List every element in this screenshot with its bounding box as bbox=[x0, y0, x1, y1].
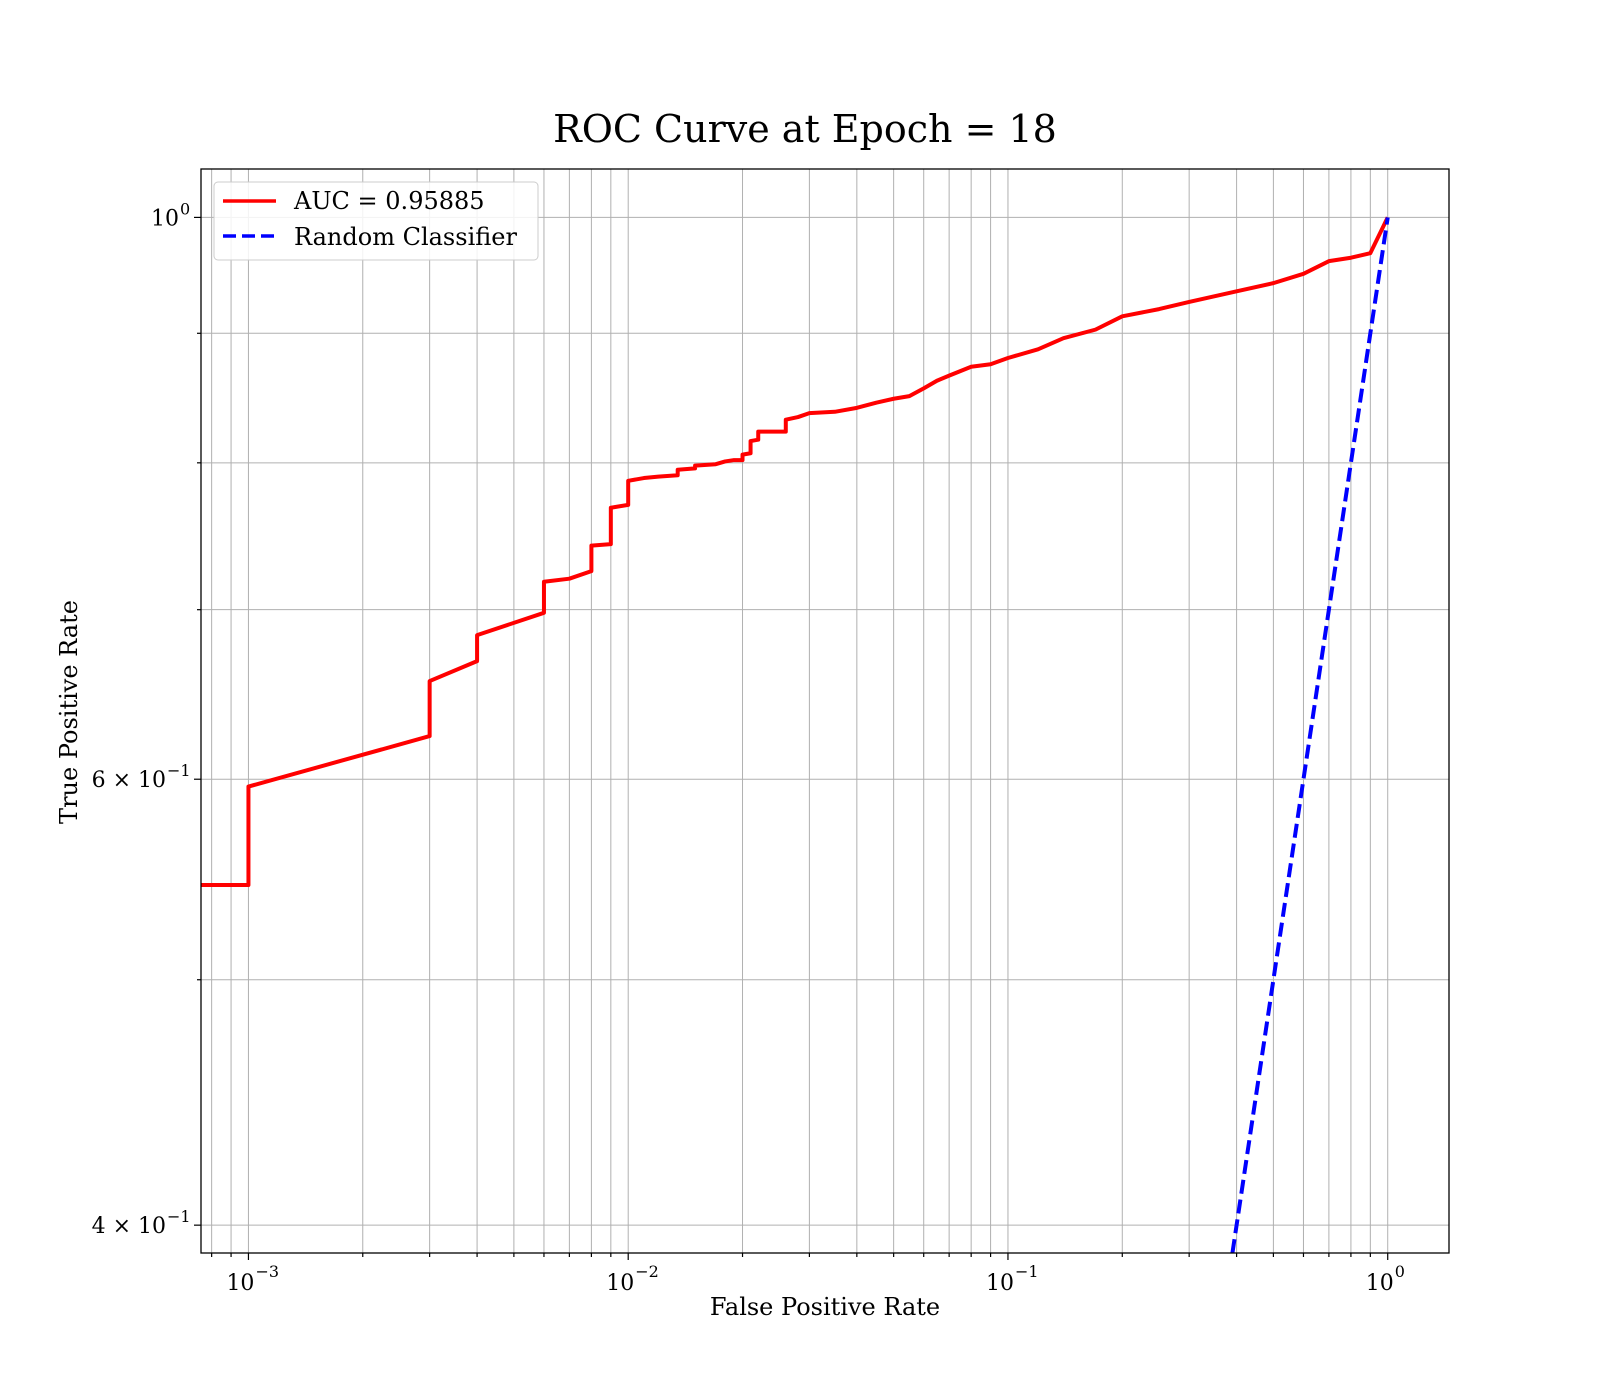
legend-label-random: Random Classifier bbox=[294, 223, 517, 251]
random-classifier-line bbox=[1230, 217, 1390, 1253]
series-layer bbox=[201, 216, 1390, 1253]
x-tick-exponent: −2 bbox=[635, 1262, 659, 1281]
grid-layer bbox=[201, 169, 1449, 1253]
legend: AUC = 0.95885 Random Classifier bbox=[213, 181, 539, 261]
y-tick-exponent: −1 bbox=[167, 1207, 191, 1226]
x-tick-label: 10 −3 bbox=[226, 1262, 279, 1296]
y-tick-label: 010 bbox=[151, 199, 190, 231]
x-tick-label: 10 0 bbox=[1366, 1262, 1405, 1296]
plot-frame bbox=[200, 168, 1450, 1254]
chart-title: ROC Curve at Epoch = 18 bbox=[553, 107, 1057, 151]
y-tick-exponent: −1 bbox=[167, 761, 191, 780]
y-tick-base: 6 × 10 bbox=[92, 768, 166, 793]
x-tick-base: 10 bbox=[226, 1271, 254, 1296]
x-tick-base: 10 bbox=[986, 1271, 1014, 1296]
x-tick-base: 10 bbox=[606, 1271, 634, 1296]
y-tick-label: −14 × 10 bbox=[92, 1207, 191, 1239]
y-axis-label: True Positive Rate bbox=[55, 600, 83, 824]
legend-label-auc: AUC = 0.95885 bbox=[293, 187, 485, 215]
x-tick-label: 10 −1 bbox=[986, 1262, 1039, 1296]
x-tick-label: 10 −2 bbox=[606, 1262, 659, 1296]
x-tick-base: 10 bbox=[1366, 1271, 1394, 1296]
x-tick-exponent: −1 bbox=[1015, 1262, 1039, 1281]
y-tick-exponent: 0 bbox=[180, 199, 190, 218]
x-axis-label: False Positive Rate bbox=[710, 1293, 940, 1321]
roc-curve-line bbox=[201, 216, 1390, 887]
x-tick-exponent: −3 bbox=[255, 1262, 279, 1281]
y-tick-base: 10 bbox=[151, 206, 179, 231]
legend-box bbox=[213, 181, 539, 261]
y-tick-label: −16 × 10 bbox=[92, 761, 191, 793]
x-tick-exponent: 0 bbox=[1395, 1262, 1405, 1281]
y-tick-base: 4 × 10 bbox=[92, 1214, 166, 1239]
